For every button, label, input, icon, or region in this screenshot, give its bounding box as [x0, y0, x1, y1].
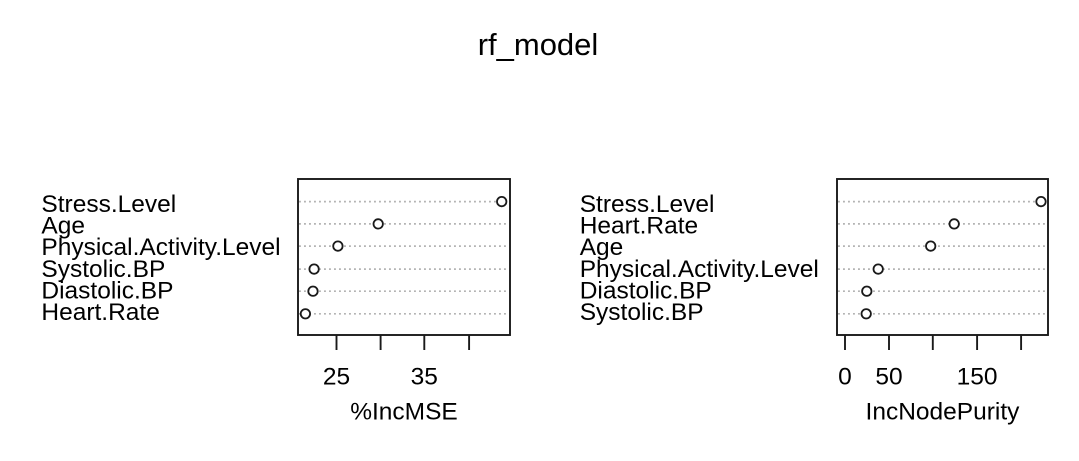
svg-text:Heart.Rate: Heart.Rate: [580, 213, 698, 240]
svg-text:35: 35: [411, 363, 438, 390]
svg-text:%IncMSE: %IncMSE: [350, 399, 458, 426]
svg-text:25: 25: [323, 363, 350, 390]
svg-text:rf_model: rf_model: [478, 27, 599, 62]
svg-text:Age: Age: [41, 213, 85, 240]
svg-text:Systolic.BP: Systolic.BP: [580, 299, 704, 326]
svg-text:50: 50: [875, 363, 902, 390]
svg-text:150: 150: [957, 363, 998, 390]
svg-text:Diastolic.BP: Diastolic.BP: [580, 277, 712, 304]
svg-text:Stress.Level: Stress.Level: [41, 191, 176, 218]
svg-text:Systolic.BP: Systolic.BP: [41, 256, 165, 283]
svg-text:Age: Age: [580, 234, 624, 261]
svg-text:IncNodePurity: IncNodePurity: [866, 399, 1021, 426]
svg-text:Stress.Level: Stress.Level: [580, 191, 715, 218]
svg-text:Physical.Activity.Level: Physical.Activity.Level: [41, 234, 280, 261]
svg-text:Diastolic.BP: Diastolic.BP: [41, 277, 173, 304]
svg-text:0: 0: [838, 363, 852, 390]
svg-text:Heart.Rate: Heart.Rate: [41, 299, 159, 326]
svg-text:Physical.Activity.Level: Physical.Activity.Level: [580, 256, 819, 283]
